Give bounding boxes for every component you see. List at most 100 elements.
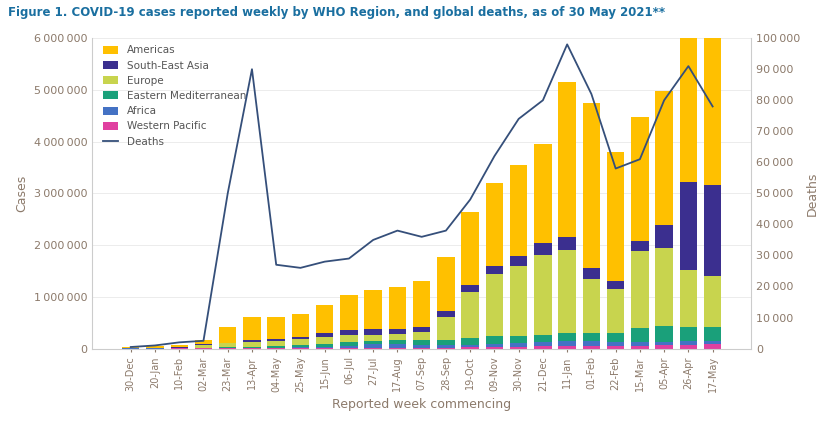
Bar [389,287,406,329]
Bar [195,344,212,345]
Bar [485,344,503,347]
Bar [485,266,503,274]
Bar [607,281,625,289]
Bar [583,279,600,333]
Bar [461,285,479,291]
Bar [680,270,697,327]
Bar [559,341,576,346]
Bar [631,242,649,251]
Bar [292,347,309,348]
Bar [364,335,382,341]
Bar [461,291,479,338]
Bar [704,185,721,276]
Bar [461,345,479,348]
Bar [219,327,237,343]
Bar [656,326,673,342]
Bar [413,345,430,348]
Bar [535,243,551,255]
Bar [631,117,649,242]
Bar [413,327,430,332]
Bar [510,343,527,347]
Bar [680,182,697,270]
Bar [268,339,285,341]
Bar [631,343,649,346]
Bar [437,311,455,317]
Bar [485,347,503,348]
Bar [122,347,139,348]
Y-axis label: Cases: Cases [15,175,28,212]
Bar [583,103,600,268]
Bar [583,346,600,348]
Bar [607,342,625,346]
Text: Figure 1. COVID-19 cases reported weekly by WHO Region, and global deaths, as of: Figure 1. COVID-19 cases reported weekly… [8,6,666,20]
Bar [656,91,673,225]
Bar [268,317,285,339]
Bar [656,345,673,348]
Bar [292,340,309,345]
Bar [316,333,334,337]
Bar [389,344,406,348]
Bar [535,144,551,243]
Bar [340,345,358,348]
Bar [680,0,697,182]
Bar [292,337,309,340]
Bar [437,256,455,311]
Bar [583,333,600,341]
Bar [535,335,551,342]
Bar [510,347,527,348]
Bar [510,256,527,266]
Bar [680,327,697,341]
Bar [364,290,382,329]
Bar [389,340,406,344]
Bar [195,345,212,348]
Bar [535,255,551,335]
Bar [170,345,188,347]
Bar [316,305,334,333]
Bar [389,329,406,334]
Bar [704,276,721,327]
Bar [559,333,576,341]
Bar [559,346,576,348]
Bar [704,344,721,348]
Bar [631,328,649,343]
Bar [268,341,285,346]
Bar [559,250,576,333]
Bar [559,237,576,250]
Bar [437,317,455,340]
Bar [340,330,358,335]
Bar [146,346,163,348]
Bar [244,317,261,340]
Bar [510,165,527,256]
Bar [437,340,455,345]
Bar [244,347,261,348]
Bar [437,345,455,348]
Bar [656,225,673,248]
Bar [704,4,721,185]
Bar [195,340,212,344]
Bar [316,347,334,348]
Bar [340,295,358,330]
Bar [485,183,503,266]
Bar [316,337,334,343]
Bar [485,274,503,336]
Bar [364,344,382,348]
Bar [413,281,430,327]
Bar [631,346,649,348]
X-axis label: Reported week commencing: Reported week commencing [332,398,511,411]
Bar [364,329,382,335]
Bar [485,336,503,344]
Bar [219,343,237,348]
Bar [244,340,261,342]
Bar [559,82,576,237]
Bar [607,346,625,348]
Bar [656,248,673,326]
Bar [607,152,625,281]
Bar [583,341,600,346]
Bar [631,251,649,328]
Bar [535,342,551,346]
Bar [292,345,309,347]
Bar [316,343,334,347]
Bar [704,341,721,344]
Bar [413,332,430,340]
Bar [607,289,625,333]
